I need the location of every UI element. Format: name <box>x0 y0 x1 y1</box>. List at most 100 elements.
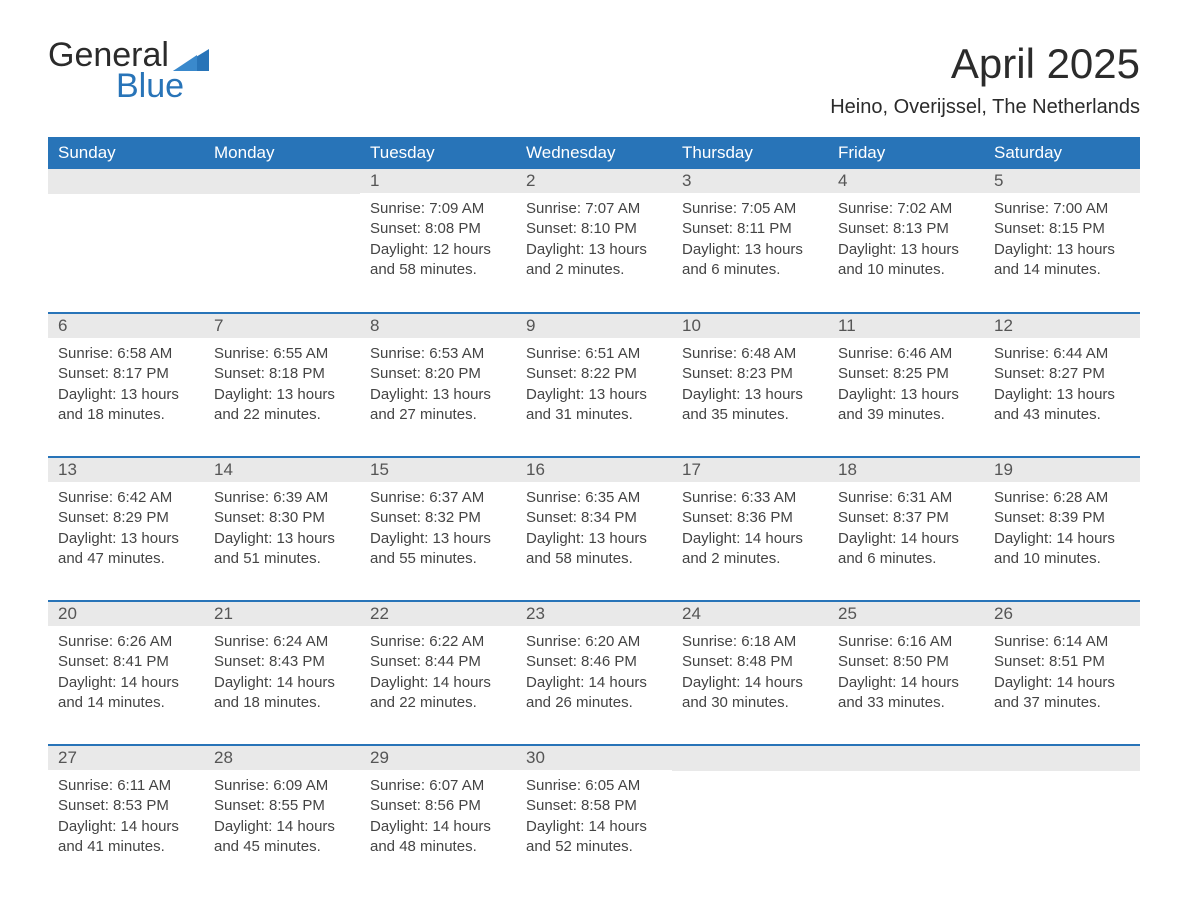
day-body: Sunrise: 6:14 AMSunset: 8:51 PMDaylight:… <box>984 626 1140 736</box>
day-number: 16 <box>516 458 672 482</box>
calendar-day: 20Sunrise: 6:26 AMSunset: 8:41 PMDayligh… <box>48 602 204 736</box>
day-body: Sunrise: 6:39 AMSunset: 8:30 PMDaylight:… <box>204 482 360 592</box>
day-body: Sunrise: 6:37 AMSunset: 8:32 PMDaylight:… <box>360 482 516 592</box>
day-sunset: Sunset: 8:18 PM <box>214 364 350 384</box>
calendar-day <box>828 746 984 881</box>
day-dl2: and 14 minutes. <box>994 260 1130 280</box>
day-body: Sunrise: 7:07 AMSunset: 8:10 PMDaylight:… <box>516 193 672 303</box>
day-body: Sunrise: 7:00 AMSunset: 8:15 PMDaylight:… <box>984 193 1140 303</box>
day-sunset: Sunset: 8:34 PM <box>526 508 662 528</box>
location-subtitle: Heino, Overijssel, The Netherlands <box>830 96 1140 119</box>
day-dl2: and 52 minutes. <box>526 837 662 857</box>
day-number: 30 <box>516 746 672 770</box>
day-sunset: Sunset: 8:23 PM <box>682 364 818 384</box>
day-sunset: Sunset: 8:41 PM <box>58 652 194 672</box>
day-sunrise: Sunrise: 6:22 AM <box>370 632 506 652</box>
day-body <box>48 194 204 304</box>
day-number: 8 <box>360 314 516 338</box>
day-sunset: Sunset: 8:30 PM <box>214 508 350 528</box>
day-sunset: Sunset: 8:56 PM <box>370 796 506 816</box>
day-number: 5 <box>984 169 1140 193</box>
day-number: 12 <box>984 314 1140 338</box>
day-dl2: and 58 minutes. <box>526 549 662 569</box>
day-dl1: Daylight: 14 hours <box>838 529 974 549</box>
day-number <box>672 746 828 771</box>
calendar-day: 21Sunrise: 6:24 AMSunset: 8:43 PMDayligh… <box>204 602 360 736</box>
day-sunrise: Sunrise: 6:58 AM <box>58 344 194 364</box>
day-dl2: and 27 minutes. <box>370 405 506 425</box>
calendar-day: 23Sunrise: 6:20 AMSunset: 8:46 PMDayligh… <box>516 602 672 736</box>
day-number: 24 <box>672 602 828 626</box>
day-dl2: and 22 minutes. <box>370 693 506 713</box>
day-number: 6 <box>48 314 204 338</box>
day-sunrise: Sunrise: 7:09 AM <box>370 199 506 219</box>
day-dl2: and 6 minutes. <box>682 260 818 280</box>
day-number: 18 <box>828 458 984 482</box>
day-dl1: Daylight: 14 hours <box>58 817 194 837</box>
day-header: Sunday <box>48 137 204 169</box>
day-number: 4 <box>828 169 984 193</box>
day-dl2: and 58 minutes. <box>370 260 506 280</box>
day-dl1: Daylight: 12 hours <box>370 240 506 260</box>
logo-top-row: General <box>48 40 209 71</box>
day-body <box>828 771 984 881</box>
calendar-day: 18Sunrise: 6:31 AMSunset: 8:37 PMDayligh… <box>828 458 984 592</box>
logo-word-general: General <box>48 40 169 71</box>
day-number: 28 <box>204 746 360 770</box>
day-sunset: Sunset: 8:51 PM <box>994 652 1130 672</box>
day-sunrise: Sunrise: 6:20 AM <box>526 632 662 652</box>
day-body: Sunrise: 6:35 AMSunset: 8:34 PMDaylight:… <box>516 482 672 592</box>
day-dl1: Daylight: 13 hours <box>838 385 974 405</box>
day-sunrise: Sunrise: 6:48 AM <box>682 344 818 364</box>
day-dl2: and 6 minutes. <box>838 549 974 569</box>
day-dl2: and 35 minutes. <box>682 405 818 425</box>
day-body <box>984 771 1140 881</box>
day-body: Sunrise: 6:28 AMSunset: 8:39 PMDaylight:… <box>984 482 1140 592</box>
day-dl1: Daylight: 14 hours <box>370 817 506 837</box>
day-number <box>204 169 360 194</box>
day-dl2: and 41 minutes. <box>58 837 194 857</box>
day-number: 23 <box>516 602 672 626</box>
calendar-day: 28Sunrise: 6:09 AMSunset: 8:55 PMDayligh… <box>204 746 360 881</box>
day-body: Sunrise: 6:46 AMSunset: 8:25 PMDaylight:… <box>828 338 984 448</box>
day-sunrise: Sunrise: 6:28 AM <box>994 488 1130 508</box>
day-dl2: and 2 minutes. <box>682 549 818 569</box>
day-dl1: Daylight: 13 hours <box>370 385 506 405</box>
day-header: Thursday <box>672 137 828 169</box>
day-body: Sunrise: 6:53 AMSunset: 8:20 PMDaylight:… <box>360 338 516 448</box>
day-dl1: Daylight: 14 hours <box>526 817 662 837</box>
day-dl1: Daylight: 13 hours <box>838 240 974 260</box>
calendar-day <box>672 746 828 881</box>
calendar-day: 16Sunrise: 6:35 AMSunset: 8:34 PMDayligh… <box>516 458 672 592</box>
calendar-header-row: Sunday Monday Tuesday Wednesday Thursday… <box>48 137 1140 169</box>
day-dl1: Daylight: 13 hours <box>526 240 662 260</box>
day-dl1: Daylight: 13 hours <box>214 385 350 405</box>
day-dl1: Daylight: 13 hours <box>994 240 1130 260</box>
day-sunset: Sunset: 8:13 PM <box>838 219 974 239</box>
day-sunrise: Sunrise: 7:05 AM <box>682 199 818 219</box>
day-sunset: Sunset: 8:39 PM <box>994 508 1130 528</box>
day-dl2: and 39 minutes. <box>838 405 974 425</box>
day-dl2: and 10 minutes. <box>838 260 974 280</box>
day-number <box>48 169 204 194</box>
calendar-day: 4Sunrise: 7:02 AMSunset: 8:13 PMDaylight… <box>828 169 984 304</box>
day-dl1: Daylight: 13 hours <box>58 529 194 549</box>
calendar-day: 9Sunrise: 6:51 AMSunset: 8:22 PMDaylight… <box>516 314 672 448</box>
day-sunrise: Sunrise: 6:11 AM <box>58 776 194 796</box>
day-sunset: Sunset: 8:15 PM <box>994 219 1130 239</box>
day-header: Friday <box>828 137 984 169</box>
calendar-day: 14Sunrise: 6:39 AMSunset: 8:30 PMDayligh… <box>204 458 360 592</box>
day-number <box>828 746 984 771</box>
day-dl1: Daylight: 14 hours <box>682 673 818 693</box>
day-header: Wednesday <box>516 137 672 169</box>
day-sunset: Sunset: 8:17 PM <box>58 364 194 384</box>
day-dl1: Daylight: 14 hours <box>58 673 194 693</box>
calendar-day: 2Sunrise: 7:07 AMSunset: 8:10 PMDaylight… <box>516 169 672 304</box>
day-sunrise: Sunrise: 6:05 AM <box>526 776 662 796</box>
day-sunrise: Sunrise: 6:44 AM <box>994 344 1130 364</box>
day-sunset: Sunset: 8:08 PM <box>370 219 506 239</box>
day-number: 19 <box>984 458 1140 482</box>
page-header: General Blue April 2025 Heino, Overijsse… <box>48 40 1140 119</box>
day-sunset: Sunset: 8:50 PM <box>838 652 974 672</box>
day-number: 11 <box>828 314 984 338</box>
